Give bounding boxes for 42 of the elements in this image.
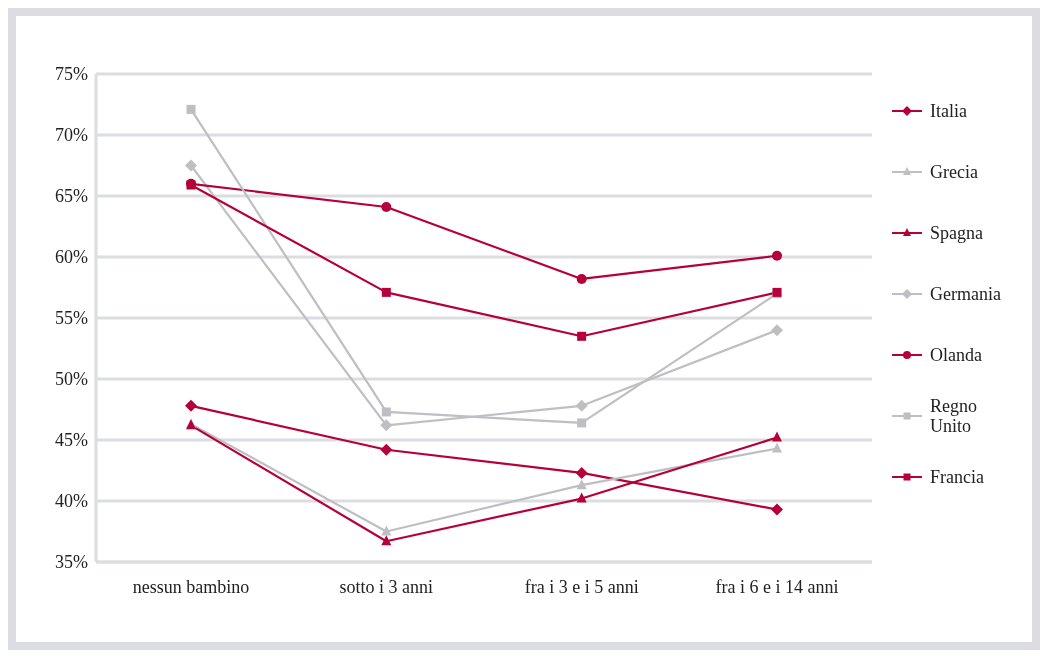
point <box>381 525 392 536</box>
y-tick-label: 50% <box>55 369 88 390</box>
y-tick-label: 55% <box>55 308 88 329</box>
x-tick-label: nessun bambino <box>132 576 250 597</box>
point <box>381 201 392 212</box>
y-tick-label: 60% <box>55 247 88 268</box>
point <box>772 250 782 261</box>
x-tick-label: fra i 3 e i 5 anni <box>524 576 639 597</box>
point <box>185 399 197 412</box>
legend-label: Grecia <box>930 161 979 182</box>
point <box>772 442 782 453</box>
point <box>380 443 393 456</box>
point <box>771 324 783 337</box>
legend-label: Spagna <box>930 222 984 243</box>
y-tick-label: 40% <box>55 491 88 512</box>
point <box>575 466 588 479</box>
point <box>577 418 587 428</box>
legend-label: Italia <box>930 100 968 121</box>
legend-label: Olanda <box>930 344 983 365</box>
point <box>577 331 587 341</box>
point <box>381 535 392 546</box>
point <box>576 492 587 503</box>
legend-label: Francia <box>930 466 985 487</box>
point <box>576 273 587 284</box>
x-tick-label: sotto i 3 anni <box>339 576 434 597</box>
point <box>380 419 393 432</box>
point <box>186 104 196 114</box>
point <box>185 159 197 172</box>
y-tick-label: 75% <box>55 64 88 85</box>
y-tick-label: 65% <box>55 186 88 207</box>
y-tick-label: 70% <box>55 125 88 146</box>
x-tick-label: fra i 6 e i 14 anni <box>715 576 839 597</box>
point <box>575 399 588 412</box>
legend-label: Germania <box>930 283 1002 304</box>
y-tick-label: 35% <box>55 552 88 573</box>
point <box>381 287 391 297</box>
point <box>772 431 782 442</box>
point <box>576 479 587 490</box>
point <box>381 407 391 417</box>
y-tick-label: 45% <box>55 430 88 451</box>
point <box>771 503 783 516</box>
legend-label: Regno Unito <box>930 395 978 436</box>
